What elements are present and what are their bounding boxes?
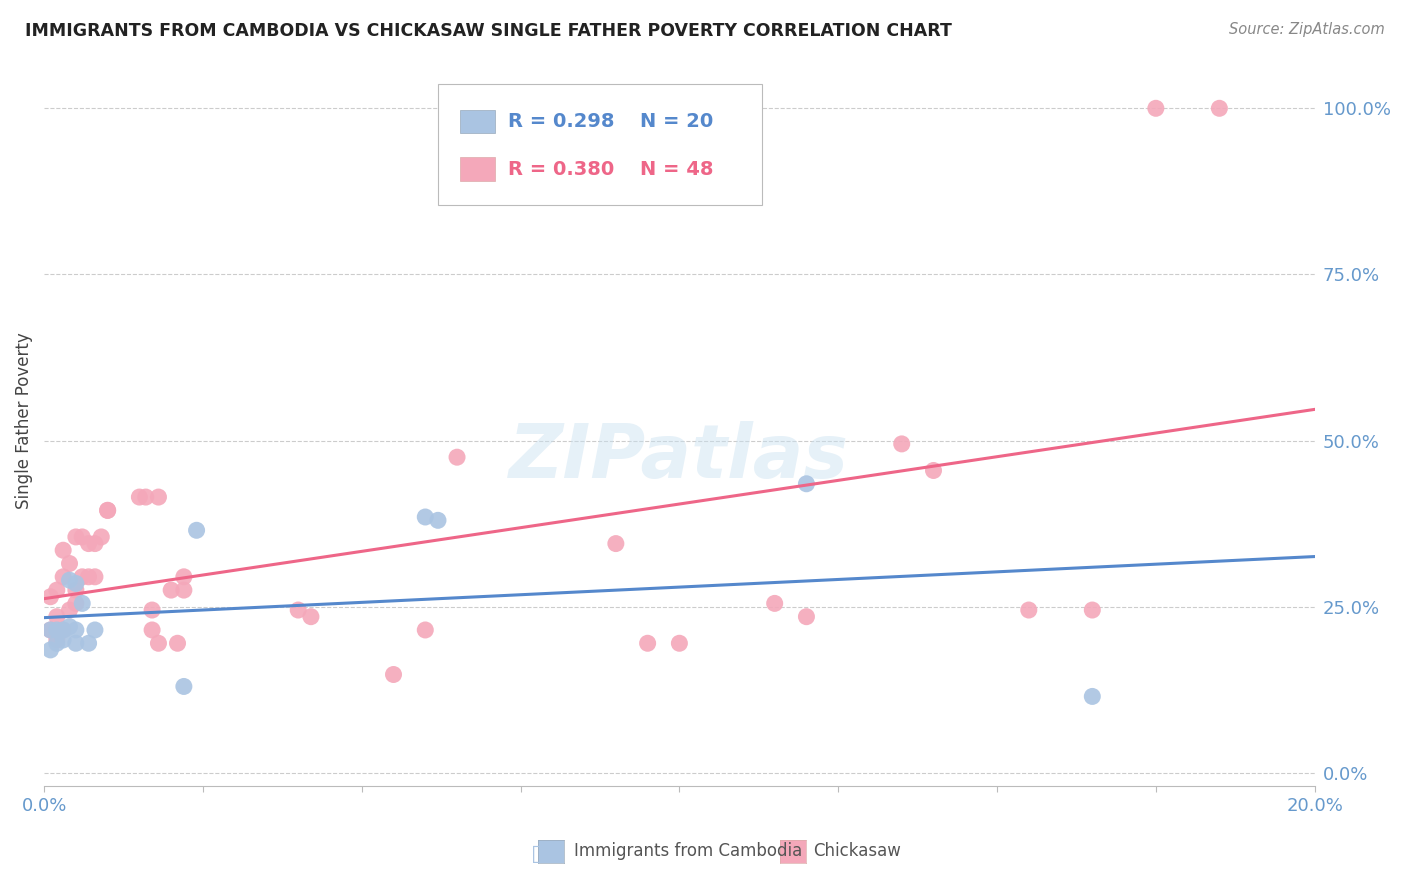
Point bbox=[160, 583, 183, 598]
Point bbox=[39, 623, 62, 637]
Point bbox=[77, 536, 100, 550]
Point bbox=[141, 623, 163, 637]
Point bbox=[637, 636, 659, 650]
Point bbox=[148, 636, 170, 650]
Point bbox=[1081, 603, 1104, 617]
Point bbox=[446, 450, 468, 465]
Point bbox=[39, 590, 62, 604]
Point bbox=[1081, 690, 1104, 704]
Text: Source: ZipAtlas.com: Source: ZipAtlas.com bbox=[1229, 22, 1385, 37]
Bar bbox=[460, 158, 495, 181]
FancyBboxPatch shape bbox=[439, 85, 762, 205]
Point bbox=[84, 623, 107, 637]
Point bbox=[52, 623, 75, 637]
Point bbox=[65, 623, 87, 637]
Point bbox=[52, 570, 75, 584]
Point bbox=[65, 530, 87, 544]
Point bbox=[45, 632, 67, 647]
Point bbox=[70, 570, 93, 584]
Text: Chickasaw: Chickasaw bbox=[813, 842, 900, 860]
Point bbox=[763, 596, 786, 610]
Y-axis label: Single Father Poverty: Single Father Poverty bbox=[15, 332, 32, 509]
Point bbox=[668, 636, 690, 650]
Point bbox=[45, 583, 67, 598]
Point bbox=[45, 609, 67, 624]
Point bbox=[148, 490, 170, 504]
Point bbox=[77, 636, 100, 650]
Point bbox=[52, 543, 75, 558]
Point bbox=[186, 523, 208, 537]
Point bbox=[52, 632, 75, 647]
Text: ZIPatlas: ZIPatlas bbox=[509, 421, 849, 493]
Point bbox=[287, 603, 309, 617]
Point bbox=[77, 570, 100, 584]
Point bbox=[65, 583, 87, 598]
Point bbox=[90, 530, 112, 544]
Point bbox=[1018, 603, 1040, 617]
Text: IMMIGRANTS FROM CAMBODIA VS CHICKASAW SINGLE FATHER POVERTY CORRELATION CHART: IMMIGRANTS FROM CAMBODIA VS CHICKASAW SI… bbox=[25, 22, 952, 40]
Bar bbox=[460, 110, 495, 134]
Text: R = 0.298: R = 0.298 bbox=[508, 112, 614, 131]
Point bbox=[141, 603, 163, 617]
Point bbox=[166, 636, 188, 650]
Point bbox=[58, 603, 80, 617]
Point bbox=[65, 636, 87, 650]
Point bbox=[413, 510, 436, 524]
Point bbox=[135, 490, 157, 504]
Text: □: □ bbox=[531, 844, 551, 863]
Point bbox=[58, 620, 80, 634]
Point bbox=[97, 503, 120, 517]
Point bbox=[173, 570, 195, 584]
Point bbox=[58, 557, 80, 571]
Text: R = 0.380: R = 0.380 bbox=[508, 160, 614, 178]
Point bbox=[52, 623, 75, 637]
Point bbox=[84, 570, 107, 584]
Point bbox=[299, 609, 322, 624]
Point bbox=[39, 623, 62, 637]
Point bbox=[890, 437, 912, 451]
Point bbox=[45, 636, 67, 650]
Point bbox=[413, 623, 436, 637]
Point bbox=[84, 536, 107, 550]
Point bbox=[173, 583, 195, 598]
Point bbox=[58, 573, 80, 587]
Point bbox=[97, 503, 120, 517]
Text: N = 20: N = 20 bbox=[640, 112, 713, 131]
Text: N = 48: N = 48 bbox=[640, 160, 713, 178]
Text: Immigrants from Cambodia: Immigrants from Cambodia bbox=[574, 842, 801, 860]
Point bbox=[128, 490, 150, 504]
Point bbox=[427, 513, 450, 527]
Point bbox=[45, 623, 67, 637]
Point bbox=[1144, 101, 1167, 115]
Point bbox=[796, 476, 818, 491]
Point bbox=[70, 530, 93, 544]
Point bbox=[922, 463, 945, 477]
Point bbox=[605, 536, 627, 550]
Point bbox=[1208, 101, 1230, 115]
Point bbox=[796, 609, 818, 624]
Point bbox=[173, 680, 195, 694]
Point bbox=[70, 596, 93, 610]
Point bbox=[65, 576, 87, 591]
Point bbox=[65, 596, 87, 610]
Point bbox=[39, 643, 62, 657]
Point bbox=[382, 667, 405, 681]
